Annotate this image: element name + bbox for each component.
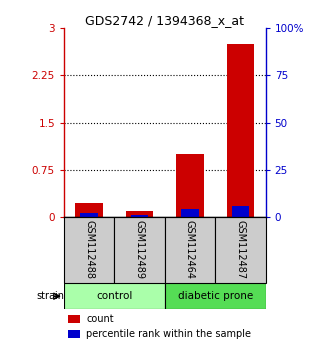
Bar	[68, 330, 80, 338]
FancyBboxPatch shape	[215, 217, 266, 283]
Bar	[176, 154, 204, 217]
FancyBboxPatch shape	[114, 217, 165, 283]
Bar	[126, 211, 154, 217]
Bar	[131, 215, 148, 217]
Text: GSM112487: GSM112487	[236, 221, 245, 280]
Text: GSM112464: GSM112464	[185, 221, 195, 280]
Text: count: count	[86, 314, 114, 324]
Text: GSM112489: GSM112489	[135, 221, 145, 280]
Title: GDS2742 / 1394368_x_at: GDS2742 / 1394368_x_at	[85, 14, 244, 27]
Text: diabetic prone: diabetic prone	[178, 291, 253, 301]
Text: control: control	[96, 291, 132, 301]
Bar	[68, 314, 80, 323]
Text: strain: strain	[36, 291, 64, 301]
Bar	[75, 203, 103, 217]
FancyBboxPatch shape	[64, 217, 114, 283]
Bar	[181, 210, 199, 217]
FancyBboxPatch shape	[165, 283, 266, 309]
FancyBboxPatch shape	[64, 283, 165, 309]
Text: GSM112488: GSM112488	[84, 221, 94, 280]
Bar	[227, 44, 254, 217]
Bar	[232, 206, 249, 217]
Text: percentile rank within the sample: percentile rank within the sample	[86, 329, 251, 339]
FancyBboxPatch shape	[165, 217, 215, 283]
Bar	[80, 213, 98, 217]
